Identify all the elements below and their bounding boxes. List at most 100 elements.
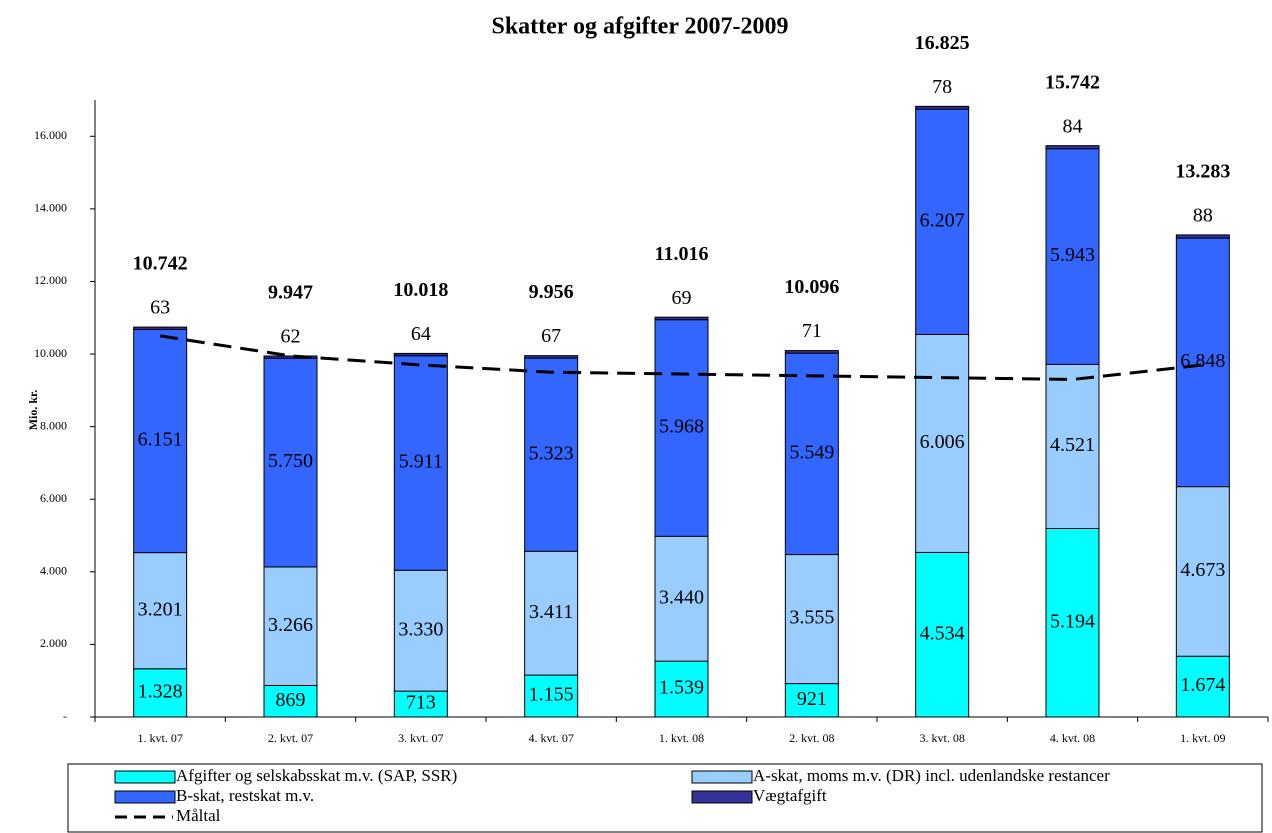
x-tick-label: 4. kvt. 07	[528, 731, 573, 745]
x-tick-label: 3. kvt. 08	[919, 731, 964, 745]
data-label: 5.323	[529, 442, 574, 464]
x-tick-label: 2. kvt. 07	[268, 731, 313, 745]
data-label: 67	[541, 325, 561, 347]
data-label: 84	[1063, 115, 1083, 137]
data-label: 1.539	[659, 677, 704, 699]
x-tick-label: 2. kvt. 08	[789, 731, 834, 745]
bar-segment	[1045, 527, 1100, 718]
bar-segment	[1175, 486, 1230, 657]
legend-swatch	[691, 790, 753, 804]
data-label: 5.750	[268, 450, 313, 472]
data-label: 1.155	[529, 684, 574, 706]
y-tick-label: 16.000	[34, 128, 67, 142]
data-label: 4.534	[920, 622, 965, 644]
target-line	[159, 334, 1203, 381]
legend-swatch	[691, 770, 753, 784]
bar-segment	[393, 352, 448, 357]
bar-segment	[524, 674, 579, 718]
total-label: 9.956	[529, 281, 574, 303]
bar-segment	[784, 350, 839, 354]
chart-title: Skatter og afgifter 2007-2009	[491, 14, 788, 40]
data-label: 1.674	[1180, 674, 1225, 696]
legend-label: Vægtafgift	[753, 786, 827, 805]
data-label: 921	[797, 688, 827, 710]
x-tick-label: 3. kvt. 07	[398, 731, 443, 745]
bar-segment	[1045, 363, 1100, 529]
y-tick-label: 2.000	[40, 636, 67, 650]
bar-segment	[1045, 148, 1100, 365]
total-label: 16.825	[915, 32, 970, 54]
bar-segment	[393, 355, 448, 571]
legend-box	[67, 763, 1263, 833]
y-axis-label: Mio. kr.	[26, 390, 40, 431]
bar-segment	[915, 333, 970, 553]
bar-segment	[784, 683, 839, 718]
total-label: 10.096	[784, 276, 839, 298]
data-label: 5.968	[659, 416, 704, 438]
total-label: 10.018	[393, 279, 448, 301]
x-tick-label: 4. kvt. 08	[1050, 731, 1095, 745]
data-label: 4.673	[1180, 559, 1225, 581]
data-label: 3.411	[529, 601, 573, 623]
data-label: 3.201	[138, 598, 183, 620]
bar-segment	[263, 357, 318, 568]
data-label: 69	[672, 287, 692, 309]
data-label: 6.151	[138, 429, 183, 451]
legend-label: B-skat, restskat m.v.	[176, 786, 314, 805]
data-label: 5.194	[1050, 610, 1095, 632]
bar-segment	[524, 355, 579, 359]
x-tick-label: 1. kvt. 08	[659, 731, 704, 745]
data-label: 6.848	[1180, 350, 1225, 372]
y-tick-label: 10.000	[34, 346, 67, 360]
bar-segment	[915, 551, 970, 718]
y-tick-label: 6.000	[40, 491, 67, 505]
data-label: 71	[802, 320, 822, 342]
data-label: 5.911	[399, 451, 443, 473]
y-tick-label: 8.000	[40, 418, 67, 432]
data-label: 3.330	[398, 618, 443, 640]
legend-label: A-skat, moms m.v. (DR) incl. udenlandske…	[753, 766, 1110, 785]
bar-segment	[524, 357, 579, 552]
bar-segment	[654, 535, 709, 662]
bar-segment	[784, 554, 839, 685]
bar-segment	[263, 684, 318, 718]
data-label: 1.328	[138, 680, 183, 702]
bar-segment	[263, 566, 318, 686]
data-label: 3.440	[659, 586, 704, 608]
y-tick-label: 12.000	[34, 273, 67, 287]
data-label: 5.943	[1050, 244, 1095, 266]
bar-segment	[654, 319, 709, 537]
data-label: 5.549	[789, 441, 834, 463]
x-tick-label: 1. kvt. 09	[1180, 731, 1225, 745]
data-label: 3.266	[268, 614, 313, 636]
bar-segment	[133, 668, 188, 718]
bar-segment	[393, 690, 448, 718]
total-label: 11.016	[655, 243, 709, 265]
legend-swatch	[114, 770, 176, 784]
y-tick-label: -	[63, 709, 67, 723]
data-label: 869	[276, 689, 306, 711]
bar-segment	[263, 355, 318, 359]
total-label: 15.742	[1045, 71, 1100, 93]
y-tick-label: 14.000	[34, 201, 67, 215]
total-label: 9.947	[268, 282, 313, 304]
data-label: 6.207	[920, 209, 965, 231]
data-label: 64	[411, 323, 431, 345]
data-label: 63	[150, 297, 170, 319]
data-label: 88	[1193, 204, 1213, 226]
bar-segment	[1175, 234, 1230, 239]
data-label: 62	[281, 326, 301, 348]
legend-label: Afgifter og selskabsskat m.v. (SAP, SSR)	[176, 766, 457, 785]
bar-segment	[915, 105, 970, 110]
data-label: 6.006	[920, 431, 965, 453]
data-label: 3.555	[789, 607, 834, 629]
data-label: 713	[406, 692, 436, 714]
bar-segment	[1045, 145, 1100, 150]
total-label: 13.283	[1175, 160, 1230, 182]
bar-segment	[654, 316, 709, 321]
bar-segment	[1175, 655, 1230, 718]
bar-segment	[393, 569, 448, 692]
bar-segment	[524, 550, 579, 676]
bar-segment	[654, 660, 709, 718]
